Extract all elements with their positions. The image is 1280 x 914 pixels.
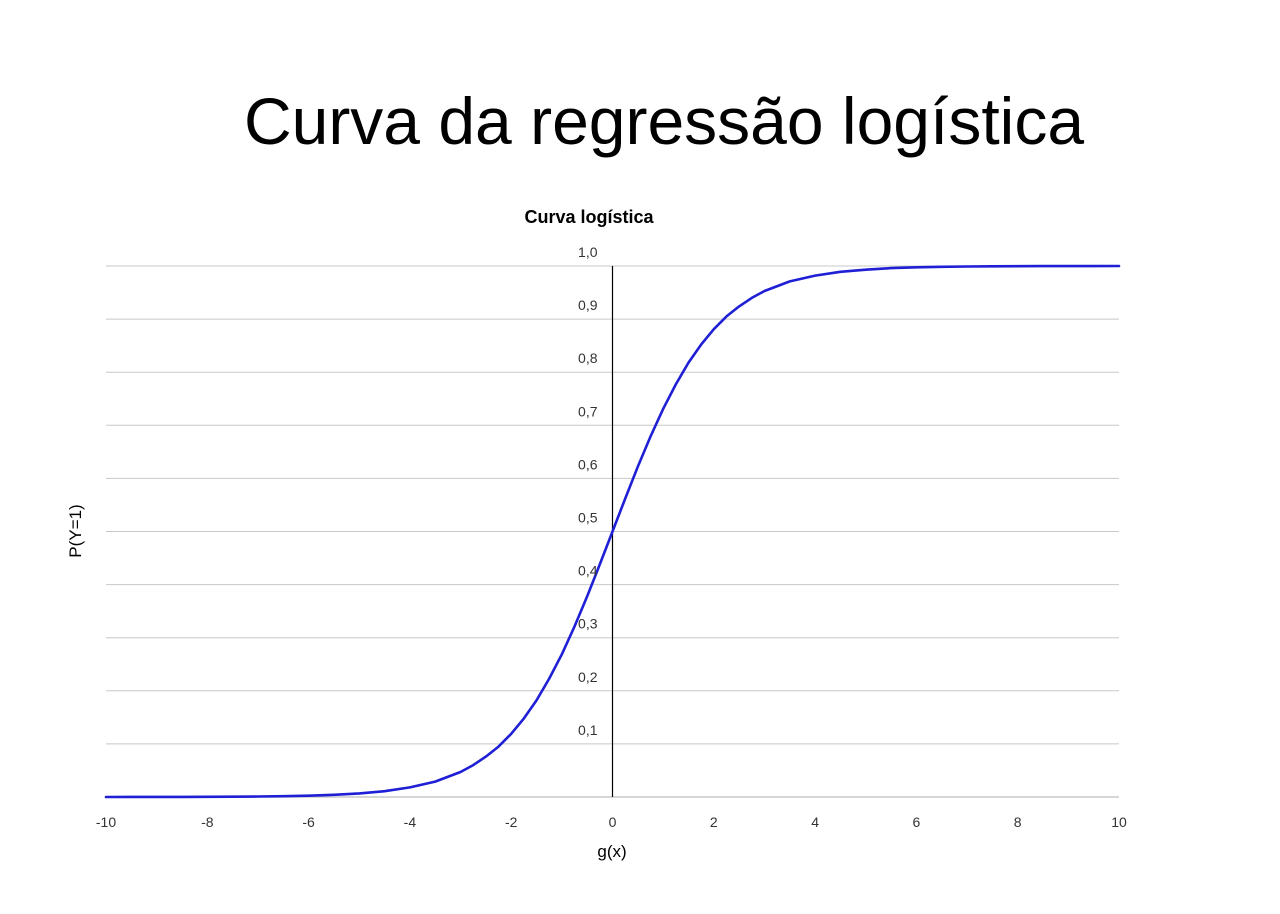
y-tick-label: 0,6	[578, 456, 598, 472]
chart-svg: Curva logística 0,1 0,2 0,3 0,4 0,5 0,6 0,7 0,8…	[66, 207, 1127, 861]
x-axis-label: g(x)	[597, 842, 626, 861]
x-tick-label: -2	[505, 814, 518, 830]
x-tick-label: -8	[201, 814, 214, 830]
y-axis-label: P(Y=1)	[66, 504, 85, 557]
x-tick-labels: -10 -8 -6 -4 -2 0 2 4 6 8 10	[96, 814, 1127, 830]
y-tick-label: 0,5	[578, 510, 598, 526]
y-tick-label: 0,7	[578, 403, 598, 419]
y-tick-label: 0,3	[578, 616, 598, 632]
y-tick-label: 1,0	[578, 244, 598, 260]
x-tick-label: 8	[1014, 814, 1022, 830]
y-tick-label: 0,9	[578, 297, 598, 313]
y-tick-label: 0,2	[578, 669, 598, 685]
series-line	[104, 264, 1121, 799]
x-tick-label: 10	[1111, 814, 1127, 830]
chart-title: Curva logística	[524, 207, 654, 227]
x-tick-label: 0	[609, 814, 617, 830]
x-tick-label: -6	[302, 814, 315, 830]
y-tick-labels: 0,1 0,2 0,3 0,4 0,5 0,6 0,7 0,8 0,9 1,0	[578, 244, 598, 738]
x-tick-label: -10	[96, 814, 116, 830]
series-layer	[104, 264, 1121, 799]
slide-title: Curva da regressão logística	[243, 84, 1085, 158]
x-tick-label: -4	[404, 814, 417, 830]
x-tick-label: 4	[811, 814, 819, 830]
y-tick-label: 0,4	[578, 563, 598, 579]
x-tick-label: 6	[913, 814, 921, 830]
y-tick-label: 0,1	[578, 722, 598, 738]
y-tick-label: 0,8	[578, 350, 598, 366]
logistic-chart: Curva logística 0,1 0,2 0,3 0,4 0,5 0,6 0,7 0,8…	[0, 190, 1280, 870]
x-tick-label: 2	[710, 814, 718, 830]
